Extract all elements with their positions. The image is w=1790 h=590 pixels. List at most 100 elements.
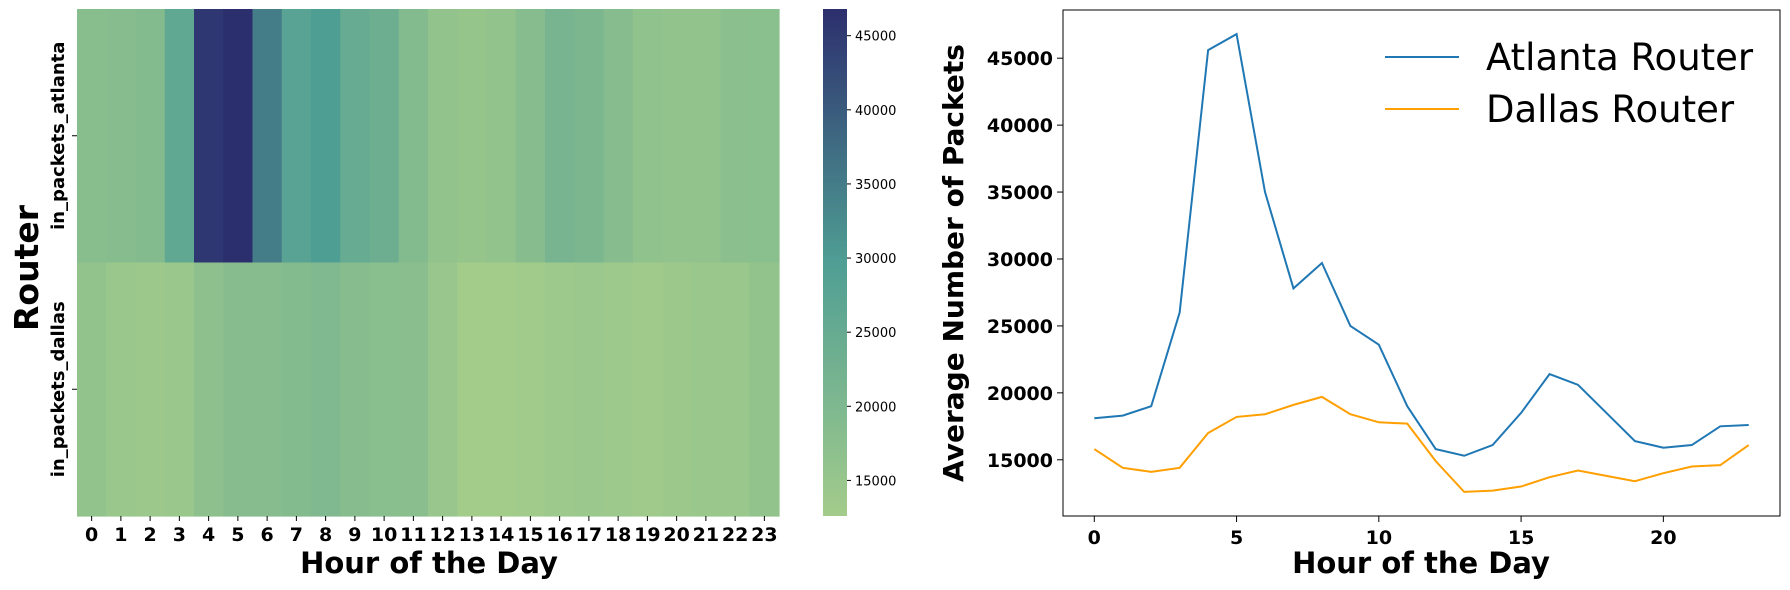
heatmap-cell bbox=[574, 9, 605, 264]
line-y-tick-label: 30000 bbox=[987, 249, 1053, 271]
heatmap-x-tick-label: 4 bbox=[202, 524, 215, 546]
heatmap-x-tick-label: 11 bbox=[400, 524, 426, 546]
heatmap-cell bbox=[515, 9, 546, 264]
colorbar-ticks: 15000 20000 25000 30000 35000 40000 45000 bbox=[847, 30, 896, 489]
heatmap-cell bbox=[603, 262, 634, 517]
heatmap-x-tick-label: 21 bbox=[693, 524, 719, 546]
heatmap-row-tick-label: in_packets_atlanta bbox=[48, 42, 69, 230]
heatmap-y-axis-label: Router bbox=[7, 204, 46, 331]
line-chart-panel: 0 5 10 15 20 15000 20000 25000 30000 35000 40000 4… bbox=[937, 9, 1781, 580]
heatmap-cell bbox=[545, 262, 575, 517]
heatmap-cell bbox=[281, 9, 312, 264]
colorbar-tick-label: 30000 bbox=[855, 252, 896, 267]
heatmap-cell bbox=[428, 262, 458, 517]
heatmap-cell bbox=[77, 9, 107, 264]
heatmap-cell bbox=[223, 9, 254, 264]
heatmap-cell bbox=[77, 262, 107, 517]
heatmap-cell bbox=[340, 262, 371, 517]
line-x-tick-label: 20 bbox=[1650, 527, 1676, 549]
line-chart-series bbox=[1093, 32, 1750, 493]
heatmap-cell bbox=[311, 9, 341, 264]
heatmap-cell bbox=[515, 262, 546, 517]
colorbar-tick-label: 35000 bbox=[855, 178, 896, 193]
colorbar-tick-label: 40000 bbox=[855, 104, 896, 119]
heatmap-x-tick-label: 18 bbox=[605, 524, 631, 546]
heatmap-x-axis-label: Hour of the Day bbox=[300, 546, 558, 580]
heatmap-cell bbox=[632, 9, 663, 264]
heatmap-x-tick-label: 1 bbox=[114, 524, 127, 546]
heatmap-cell bbox=[369, 262, 400, 517]
heatmap-x-ticks: 0 1 2 3 4 5 6 7 8 9 10 11 12 13 14 15 16 17 18 19 20 21 22 23 bbox=[85, 516, 778, 546]
heatmap-cell bbox=[720, 262, 751, 517]
colorbar-tick-label: 25000 bbox=[855, 326, 896, 341]
heatmap-x-tick-label: 0 bbox=[85, 524, 98, 546]
legend-label-atlanta: Atlanta Router bbox=[1486, 36, 1754, 79]
line-y-tick-label: 25000 bbox=[987, 316, 1053, 338]
heatmap-cell bbox=[135, 262, 166, 517]
heatmap-cell bbox=[574, 262, 605, 517]
series-line-dallas bbox=[1093, 395, 1750, 493]
heatmap-cell bbox=[603, 9, 634, 264]
heatmap-cell bbox=[632, 262, 663, 517]
heatmap-x-tick-label: 3 bbox=[173, 524, 186, 546]
heatmap-cell bbox=[252, 262, 283, 517]
line-chart-x-ticks: 0 5 10 15 20 bbox=[1088, 516, 1677, 549]
heatmap-cell bbox=[398, 9, 429, 264]
heatmap-cell bbox=[223, 262, 254, 517]
heatmap-x-tick-label: 22 bbox=[722, 524, 748, 546]
colorbar-tick-label: 45000 bbox=[855, 30, 896, 45]
heatmap-cell bbox=[457, 9, 488, 264]
heatmap-cell bbox=[194, 9, 224, 264]
heatmap-cell bbox=[106, 262, 137, 517]
heatmap-x-tick-label: 20 bbox=[663, 524, 689, 546]
heatmap-cell bbox=[749, 9, 780, 264]
heatmap-cell bbox=[369, 9, 400, 264]
heatmap-x-tick-label: 2 bbox=[144, 524, 157, 546]
series-line-atlanta bbox=[1094, 32, 1749, 457]
heatmap-cell bbox=[457, 262, 488, 517]
line-x-tick-label: 0 bbox=[1088, 527, 1101, 549]
line-y-tick-label: 45000 bbox=[987, 48, 1053, 70]
line-y-tick-label: 15000 bbox=[987, 450, 1053, 472]
line-x-tick-label: 5 bbox=[1230, 527, 1243, 549]
heatmap-x-tick-label: 23 bbox=[751, 524, 777, 546]
line-chart-x-axis-label: Hour of the Day bbox=[1292, 546, 1550, 580]
heatmap-x-tick-label: 14 bbox=[488, 524, 514, 546]
heatmap-x-tick-label: 7 bbox=[290, 524, 303, 546]
colorbar-tick-label: 20000 bbox=[855, 400, 896, 415]
line-x-tick-label: 10 bbox=[1366, 527, 1392, 549]
heatmap-x-tick-label: 12 bbox=[429, 524, 455, 546]
heatmap-cell bbox=[164, 262, 195, 517]
heatmap-cell bbox=[252, 9, 283, 264]
line-y-tick-label: 20000 bbox=[987, 383, 1053, 405]
heatmap-cell bbox=[398, 262, 429, 517]
heatmap-x-tick-label: 10 bbox=[371, 524, 397, 546]
legend-label-dallas: Dallas Router bbox=[1486, 88, 1735, 131]
heatmap-cell bbox=[135, 9, 166, 264]
heatmap-cell bbox=[749, 262, 780, 517]
heatmap-x-tick-label: 5 bbox=[231, 524, 244, 546]
heatmap-panel: 0 1 2 3 4 5 6 7 8 9 10 11 12 13 14 15 16 17 18 19 20 21 22 23 i… bbox=[7, 9, 780, 580]
line-y-tick-label: 35000 bbox=[987, 182, 1053, 204]
heatmap-x-tick-label: 6 bbox=[261, 524, 274, 546]
line-chart-frame bbox=[1062, 9, 1781, 517]
heatmap-cell bbox=[486, 262, 517, 517]
line-chart-y-axis-label: Average Number of Packets bbox=[937, 44, 970, 482]
heatmap-cell bbox=[340, 9, 371, 264]
heatmap-cell bbox=[164, 9, 195, 264]
line-chart-legend: Atlanta Router Dallas Router bbox=[1385, 36, 1754, 131]
line-y-tick-label: 40000 bbox=[987, 115, 1053, 137]
heatmap-cells bbox=[77, 9, 780, 517]
colorbar-gradient bbox=[823, 9, 847, 516]
heatmap-cell bbox=[545, 9, 575, 264]
heatmap-x-tick-label: 9 bbox=[348, 524, 361, 546]
colorbar-tick-label: 15000 bbox=[855, 474, 896, 489]
heatmap-cell bbox=[311, 262, 341, 517]
heatmap-cell bbox=[720, 9, 751, 264]
heatmap-cell bbox=[281, 262, 312, 517]
line-chart-y-ticks: 15000 20000 25000 30000 35000 40000 45000 bbox=[987, 48, 1063, 472]
heatmap-x-tick-label: 15 bbox=[517, 524, 543, 546]
heatmap-cell bbox=[106, 9, 137, 264]
heatmap-x-tick-label: 16 bbox=[546, 524, 572, 546]
